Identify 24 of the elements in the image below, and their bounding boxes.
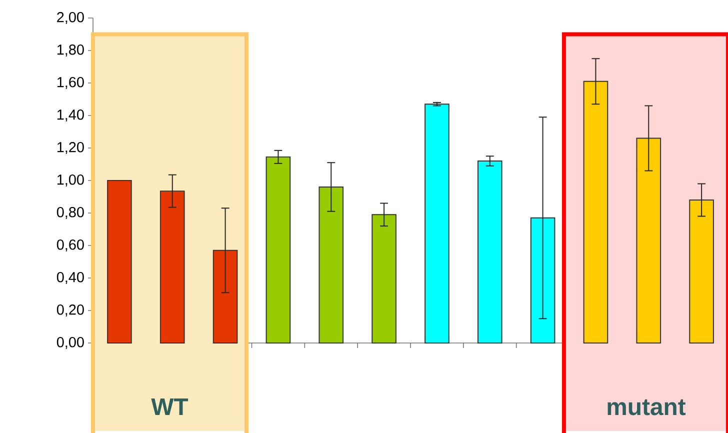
y-tick-label: 1,40 xyxy=(57,110,84,122)
bar xyxy=(689,200,714,344)
bar xyxy=(212,250,238,344)
bar xyxy=(636,138,662,344)
y-tick-label: 1,60 xyxy=(57,77,84,89)
y-tick-label: 1,20 xyxy=(57,142,84,154)
bar xyxy=(424,104,450,344)
y-tick-label: 1,80 xyxy=(57,44,84,56)
bar xyxy=(266,156,291,344)
bar xyxy=(477,160,502,344)
y-tick-label: 1,00 xyxy=(57,174,84,186)
y-tick-label: 2,00 xyxy=(57,12,84,24)
text: WT xyxy=(151,398,188,415)
y-tick-label: 0,60 xyxy=(56,240,84,252)
bar xyxy=(107,180,132,344)
bar xyxy=(318,186,344,344)
y-tick-label: 0,00 xyxy=(56,337,84,349)
bar xyxy=(583,80,608,344)
bar xyxy=(160,190,185,344)
y-tick-label: 0,40 xyxy=(56,272,84,284)
y-tick-label: 0,20 xyxy=(56,304,84,316)
text: mutant xyxy=(608,399,686,416)
bar xyxy=(372,214,396,344)
y-tick-label: 0,80 xyxy=(56,207,84,219)
